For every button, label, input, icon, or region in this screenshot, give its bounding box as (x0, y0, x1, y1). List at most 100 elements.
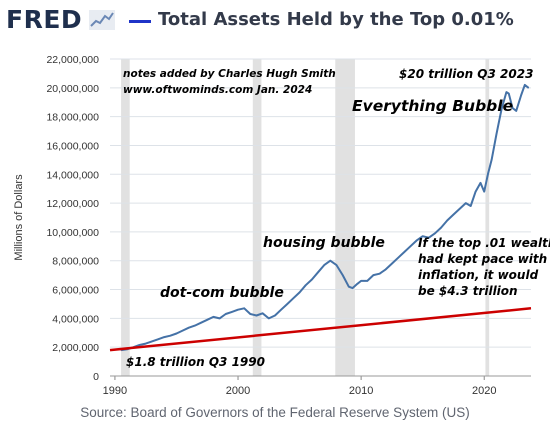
y-tick-label: 10,000,000 (46, 227, 99, 239)
data-point (459, 208, 461, 210)
data-point (218, 317, 221, 319)
y-tick-label: 22,000,000 (46, 54, 99, 66)
data-point (409, 245, 411, 247)
note-website: www.oftwominds.com Jan. 2024 (123, 84, 312, 96)
note-inflation-line2: had kept pace with (418, 252, 547, 266)
recession-band (485, 59, 490, 376)
data-point (351, 287, 354, 289)
data-point (434, 232, 436, 234)
y-tick-label: 14,000,000 (46, 169, 99, 181)
data-point (487, 173, 489, 175)
data-point (470, 205, 472, 207)
y-tick-label: 12,000,000 (46, 198, 99, 210)
data-point (323, 264, 325, 266)
data-point (231, 311, 233, 313)
data-point (292, 297, 295, 299)
data-point (206, 319, 208, 321)
data-point (385, 268, 387, 270)
fred-logo-chart-icon (89, 10, 115, 30)
data-point (452, 214, 455, 216)
data-point (397, 257, 399, 259)
data-point (188, 327, 190, 329)
data-point (391, 263, 393, 265)
data-point (311, 278, 313, 281)
y-tick-label: 4,000,000 (52, 313, 99, 325)
data-point (298, 291, 301, 294)
data-point (200, 322, 202, 324)
data-point (194, 324, 196, 327)
data-point (286, 303, 288, 305)
recession-band (335, 59, 355, 376)
chart-plot: 0 2,000,000 4,000,000 6,000,000 8,000,000 10,… (13, 54, 550, 397)
series-line-total-assets (120, 83, 530, 352)
note-inflation-line4: be $4.3 trillion (418, 284, 518, 298)
data-point (212, 316, 215, 318)
data-point (428, 237, 430, 239)
data-point (527, 87, 530, 89)
y-tick-label: 0 (93, 371, 99, 383)
data-point (175, 332, 178, 335)
fred-logo: FRED (6, 5, 83, 34)
data-point (479, 182, 482, 184)
data-point (440, 226, 442, 229)
data-point (151, 340, 153, 343)
label-everything-bubble: Everything Bubble (352, 97, 513, 115)
data-point (495, 133, 498, 135)
x-tick-label: 2010 (349, 385, 373, 397)
y-tick-label: 8,000,000 (52, 256, 99, 268)
y-axis-label: Millions of Dollars (13, 174, 25, 261)
data-point (305, 284, 307, 286)
note-inflation-line1: If the top .01 wealth (418, 236, 550, 250)
data-point (524, 84, 526, 86)
data-point (157, 338, 159, 340)
data-point (145, 342, 147, 345)
chart-title: Total Assets Held by the Top 0.01% (158, 9, 514, 30)
data-point (182, 330, 184, 332)
data-point (262, 312, 264, 314)
data-point (360, 280, 362, 282)
data-point (366, 280, 368, 282)
data-point (268, 317, 270, 319)
legend-series-swatch (129, 20, 151, 23)
data-point (225, 313, 227, 315)
data-point (317, 271, 319, 273)
data-point (475, 190, 477, 193)
data-point (446, 219, 448, 221)
data-point (491, 159, 493, 161)
label-housing-bubble: housing bubble (263, 235, 385, 251)
data-point (378, 273, 381, 275)
data-point (163, 336, 165, 338)
data-point (342, 274, 344, 276)
data-point (511, 107, 514, 109)
data-point (169, 335, 171, 337)
x-tick-label: 2000 (226, 385, 250, 397)
data-point (483, 190, 485, 193)
data-point (280, 309, 282, 311)
data-point (403, 251, 405, 253)
data-point (348, 286, 350, 288)
data-point (465, 202, 467, 204)
data-point (335, 264, 338, 266)
data-point (329, 260, 331, 262)
y-tick-label: 20,000,000 (46, 83, 99, 95)
data-point (500, 108, 503, 111)
data-point (356, 283, 359, 285)
data-point (237, 309, 239, 311)
recession-band (121, 59, 130, 376)
y-tick-label: 16,000,000 (46, 140, 99, 152)
data-point (138, 344, 141, 346)
data-point (372, 274, 375, 276)
note-author: notes added by Charles Hugh Smith (123, 68, 336, 80)
data-point (508, 92, 510, 95)
x-tick-label: 2020 (472, 385, 496, 397)
data-point (422, 235, 424, 237)
y-tick-label: 2,000,000 (52, 342, 99, 354)
data-point (255, 314, 258, 317)
label-20-trillion: $20 trillion Q3 2023 (399, 67, 533, 81)
data-point (515, 110, 517, 112)
data-point (520, 94, 522, 96)
chart-header: FRED Total Assets Held by the Top 0.01% (0, 0, 550, 44)
data-point (243, 307, 245, 309)
y-tick-label: 6,000,000 (52, 285, 99, 297)
series-line-inflation-trend (109, 307, 532, 352)
